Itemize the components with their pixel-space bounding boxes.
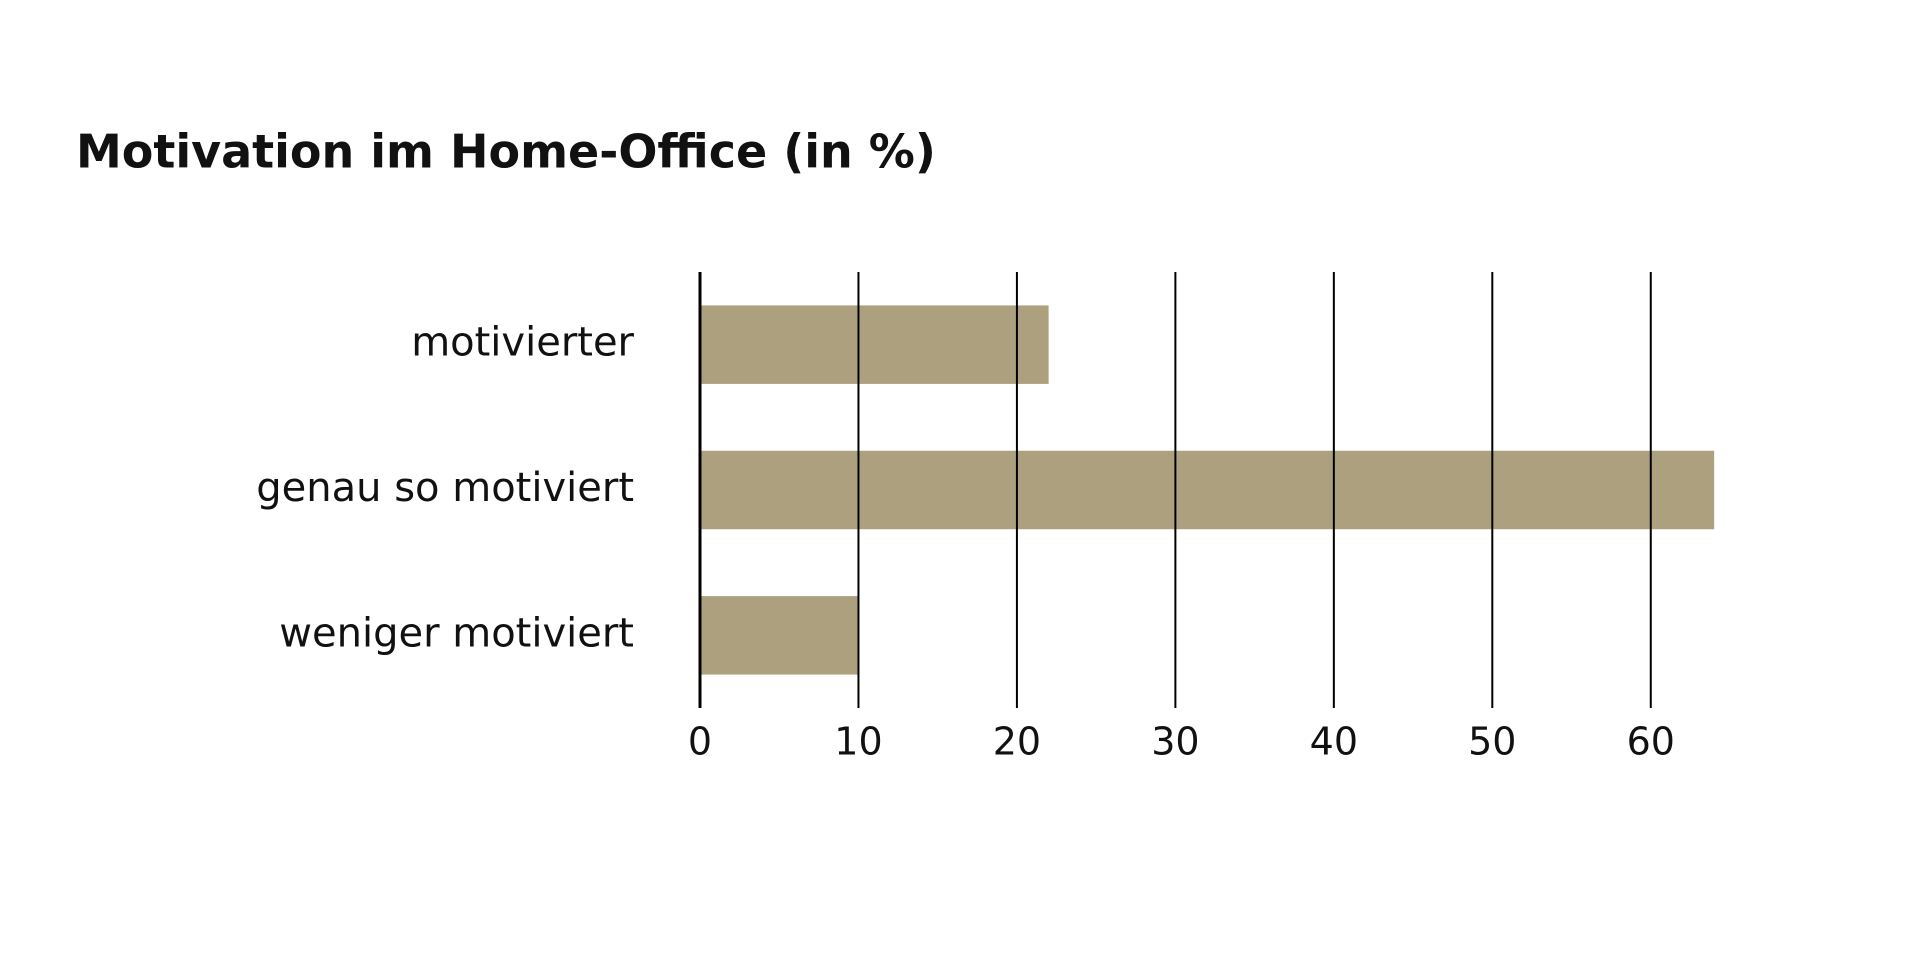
y-tick-label: weniger motiviert [279,610,634,656]
chart-title: Motivation im Home-Office (in %) [76,125,936,179]
x-tick-label: 0 [688,720,712,764]
y-tick-label: genau so motiviert [256,465,634,511]
x-tick-label: 10 [834,720,882,764]
bar [700,596,859,675]
x-tick-label: 30 [1151,720,1199,764]
y-tick-label: motivierter [411,320,634,366]
bar [700,450,1715,530]
bar [700,305,1049,384]
x-tick-label: 20 [993,720,1041,764]
x-tick-label: 40 [1310,720,1358,764]
x-tick-label: 60 [1627,720,1675,764]
x-tick-label: 50 [1468,720,1516,764]
